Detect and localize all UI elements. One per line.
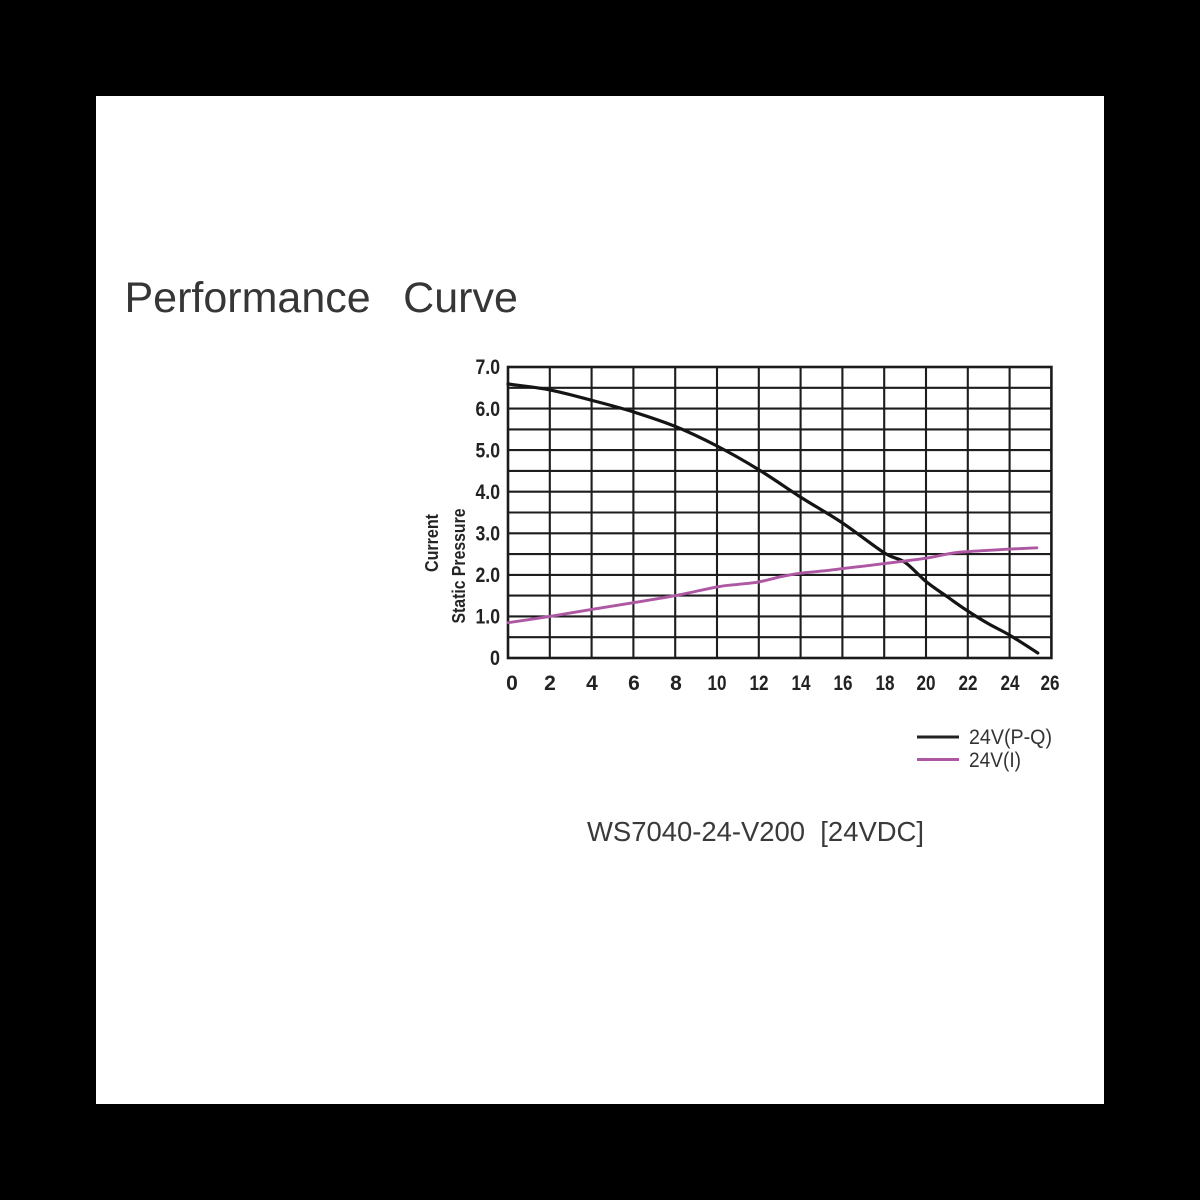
svg-text:0: 0 (490, 647, 500, 670)
svg-text:Static Pressure: Static Pressure (449, 509, 469, 624)
svg-text:2: 2 (544, 672, 556, 695)
svg-text:5.0: 5.0 (476, 439, 501, 462)
svg-text:WS7040-24-V200 [24VDC]: WS7040-24-V200 [24VDC] (587, 816, 924, 847)
svg-text:4: 4 (586, 672, 598, 695)
svg-text:18: 18 (876, 672, 895, 695)
svg-text:4.0: 4.0 (476, 481, 501, 504)
svg-text:10: 10 (708, 672, 727, 695)
svg-text:12: 12 (750, 672, 769, 695)
svg-text:2.0: 2.0 (476, 564, 501, 587)
svg-text:20: 20 (917, 672, 936, 695)
svg-text:0: 0 (506, 672, 518, 695)
svg-text:14: 14 (792, 672, 811, 695)
svg-text:24V(I): 24V(I) (969, 749, 1021, 772)
svg-text:1.0: 1.0 (476, 606, 501, 629)
svg-text:6: 6 (628, 672, 640, 695)
svg-text:7.0: 7.0 (476, 356, 501, 379)
svg-text:Current: Current (422, 514, 442, 572)
svg-text:Performance Curve: Performance Curve (125, 274, 518, 322)
svg-text:6.0: 6.0 (476, 398, 501, 421)
svg-text:24V(P-Q): 24V(P-Q) (969, 726, 1052, 749)
svg-text:24: 24 (1001, 672, 1020, 695)
svg-text:22: 22 (959, 672, 978, 695)
svg-text:8: 8 (670, 672, 682, 695)
svg-text:3.0: 3.0 (476, 523, 501, 546)
svg-text:26: 26 (1041, 672, 1060, 695)
svg-text:16: 16 (834, 672, 853, 695)
